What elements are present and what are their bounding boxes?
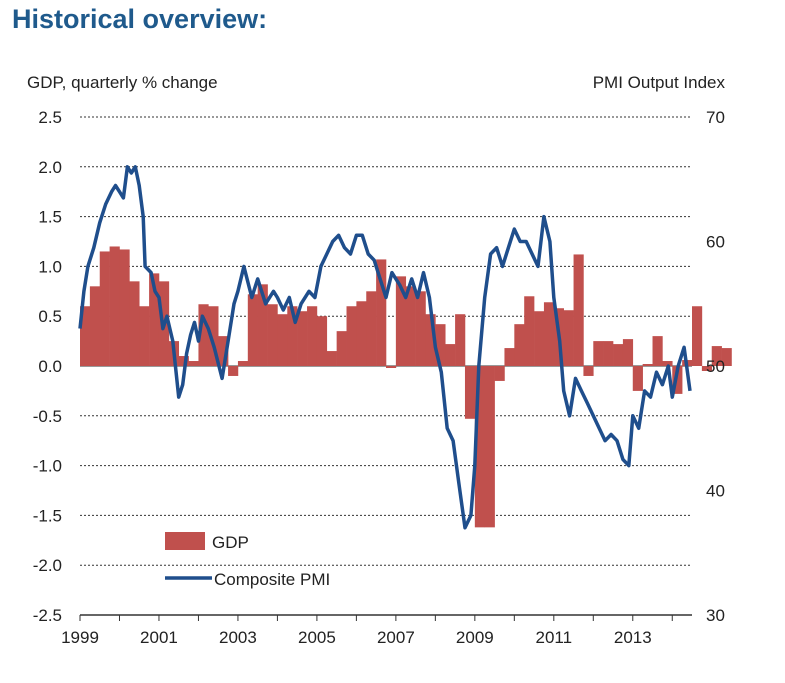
gdp-bar	[277, 314, 288, 366]
gdp-bar	[129, 281, 140, 366]
gdp-bar	[672, 366, 683, 394]
gdp-bar	[119, 249, 130, 366]
gdp-bar	[228, 366, 239, 376]
gdp-bar	[534, 311, 545, 366]
left-tick-label: 0.5	[38, 307, 62, 326]
gdp-bar	[563, 310, 574, 366]
gdp-bar	[208, 306, 219, 366]
gdp-bar	[415, 291, 426, 366]
gdp-bar	[326, 351, 337, 366]
gdp-bar	[188, 361, 199, 366]
left-tick-label: -1.5	[33, 506, 62, 525]
gdp-bar	[711, 346, 722, 366]
gdp-bar	[99, 251, 110, 366]
gdp-bar	[405, 286, 416, 366]
x-tick-label: 1999	[61, 628, 99, 647]
gdp-bar	[701, 366, 713, 371]
left-axis-label: GDP, quarterly % change	[27, 73, 218, 92]
gdp-bar	[109, 246, 120, 366]
legend-pmi-label: Composite PMI	[214, 570, 330, 589]
pmi-line	[78, 165, 692, 530]
gdp-bar	[573, 254, 584, 366]
x-tick-label: 2001	[140, 628, 178, 647]
gdp-bar	[494, 366, 505, 381]
gdp-bar	[198, 304, 209, 366]
gdp-bar	[316, 316, 328, 366]
gdp-bar	[543, 302, 555, 366]
left-tick-label: 2.5	[38, 108, 62, 127]
gdp-bar	[287, 306, 298, 366]
x-tick-label: 2009	[456, 628, 494, 647]
legend-gdp-swatch	[165, 532, 205, 550]
gdp-bar	[425, 314, 436, 366]
gdp-bar	[376, 259, 387, 366]
left-tick-label: -1.0	[33, 457, 62, 476]
gdp-bar	[632, 366, 643, 391]
gdp-bar	[247, 294, 258, 366]
gdp-bar	[178, 356, 189, 366]
gdp-bar	[237, 361, 249, 366]
left-tick-label: -0.5	[33, 407, 62, 426]
gdp-bar	[455, 314, 466, 366]
gdp-bar	[356, 301, 367, 366]
gdp-bar	[139, 306, 150, 366]
gdp-bar	[445, 344, 456, 366]
left-tick-label: -2.5	[33, 606, 62, 625]
gdp-bar	[346, 306, 357, 366]
gdp-bar	[514, 324, 525, 366]
gdp-bar	[652, 336, 663, 366]
right-tick-label: 70	[706, 108, 725, 127]
gdp-bar	[484, 366, 495, 528]
gdp-bar	[267, 304, 278, 366]
gdp-bar	[474, 366, 486, 528]
gdp-bar	[662, 361, 673, 366]
x-tick-label: 2007	[377, 628, 415, 647]
right-axis-label: PMI Output Index	[593, 73, 726, 92]
gdp-bar	[593, 341, 604, 366]
right-tick-label: 50	[706, 357, 725, 376]
gdp-bar	[524, 296, 535, 366]
gdp-bar	[603, 341, 614, 366]
x-tick-label: 2013	[614, 628, 652, 647]
gdp-bar	[89, 286, 101, 366]
gdp-bar	[583, 366, 594, 376]
gdp-bar	[80, 306, 91, 366]
gdp-bar	[504, 348, 515, 366]
gdp-bar	[297, 311, 308, 366]
x-tick-label: 2011	[536, 628, 573, 647]
left-tick-label: 2.0	[38, 158, 62, 177]
gdp-bar	[464, 366, 476, 419]
left-tick-label: -2.0	[33, 556, 62, 575]
gdp-bar	[721, 348, 732, 366]
page-title: Historical overview:	[12, 4, 268, 34]
gdp-bar	[149, 273, 160, 366]
gdp-bar	[435, 324, 446, 366]
gdp-bar	[366, 291, 377, 366]
left-tick-label: 1.0	[38, 257, 62, 276]
right-tick-label: 60	[706, 233, 725, 252]
gdp-bar	[307, 306, 318, 366]
left-tick-label: 0.0	[38, 357, 62, 376]
right-tick-label: 40	[706, 482, 725, 501]
gdp-bar	[692, 306, 703, 366]
gdp-bar	[395, 276, 407, 366]
gdp-bar	[336, 331, 347, 366]
left-tick-label: 1.5	[38, 208, 62, 227]
gdp-bar	[386, 366, 397, 368]
x-tick-label: 2003	[219, 628, 257, 647]
right-tick-label: 30	[706, 606, 725, 625]
legend-gdp-label: GDP	[212, 533, 249, 552]
gdp-bar	[613, 344, 624, 366]
gdp-bar	[642, 364, 653, 366]
x-tick-label: 2005	[298, 628, 336, 647]
gdp-bar	[622, 339, 634, 366]
gdp-bar	[257, 284, 268, 366]
gdp-bar	[218, 336, 229, 366]
